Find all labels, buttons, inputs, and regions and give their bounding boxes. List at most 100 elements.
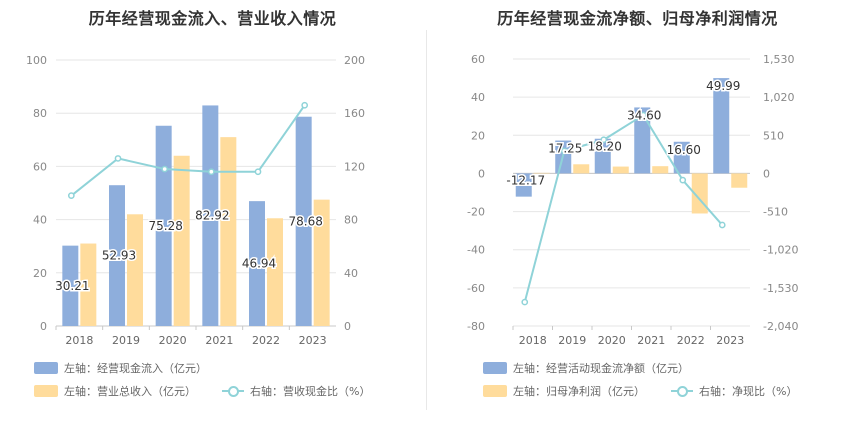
bar-primary xyxy=(202,105,219,326)
x-tick-label: 2019 xyxy=(558,334,586,347)
data-label: 16.60 xyxy=(667,143,701,157)
x-tick-label: 2021 xyxy=(205,334,233,347)
data-label: 30.21 xyxy=(55,279,89,293)
data-label: 17.25 xyxy=(548,142,582,156)
data-label: 34.60 xyxy=(627,108,661,122)
line-point xyxy=(718,221,726,229)
chart-right: 历年经营现金流净额、归母净利润情况 -80 -60 -40 -20 0 20 40 60 -2,… xyxy=(425,0,850,437)
y-left-tick-label: -40 xyxy=(467,244,485,257)
legend-item-net-cash-ratio[interactable]: 右轴：净现比（%） xyxy=(671,383,797,399)
y-left-tick-label: 0 xyxy=(478,167,485,180)
x-tick-label: 2018 xyxy=(519,334,547,347)
data-label: 75.28 xyxy=(148,219,182,233)
y-right-tick-label: 0 xyxy=(763,167,770,180)
legend-swatch xyxy=(483,385,507,397)
bar-secondary xyxy=(533,172,550,174)
chart-title: 历年经营现金流入、营业收入情况 xyxy=(88,9,337,28)
bar-primary xyxy=(515,173,532,197)
bar-secondary xyxy=(127,214,143,326)
x-tick-label: 2020 xyxy=(159,334,187,347)
y-right-tick-label: 200 xyxy=(344,54,365,67)
data-label: 18.20 xyxy=(588,140,622,154)
bar-primary xyxy=(713,78,730,174)
x-tick-label: 2018 xyxy=(65,334,93,347)
data-label: 49.99 xyxy=(706,79,740,93)
y-left-tick-label: 40 xyxy=(471,91,485,104)
line-point xyxy=(254,168,262,176)
y-right-tick-label: 510 xyxy=(763,129,784,142)
legend-item-cash-ratio[interactable]: 右轴：营收现金比（%） xyxy=(222,383,370,399)
line-point xyxy=(679,176,687,184)
data-label: -12.17 xyxy=(506,174,545,188)
y-left-tick-label: 20 xyxy=(471,129,485,142)
y-left-tick-label: 40 xyxy=(33,214,47,227)
bar-primary xyxy=(295,116,312,326)
line-point xyxy=(207,168,215,176)
chart-left-plot: 0 20 40 60 80 100 0 40 80 120 160 200 2018 2019 2020 20… xyxy=(26,54,365,347)
data-label: 46.94 xyxy=(242,257,276,271)
legend-swatch xyxy=(34,385,58,397)
line-point xyxy=(67,192,75,200)
legend-label: 左轴：经营活动现金流净额（亿元） xyxy=(513,362,689,375)
y-right-tick-label: 0 xyxy=(344,320,351,333)
x-tick-label: 2020 xyxy=(598,334,626,347)
line-point xyxy=(600,136,608,144)
legend-label: 右轴：净现比（%） xyxy=(699,385,798,398)
bar-primary xyxy=(594,138,611,174)
legend-item-revenue[interactable]: 左轴：营业总收入（亿元） xyxy=(34,383,196,399)
y-left-tick-label: -20 xyxy=(467,206,485,219)
bar-primary xyxy=(155,125,172,326)
panel-divider xyxy=(426,30,427,410)
bar-secondary xyxy=(573,164,590,174)
bar-secondary xyxy=(267,218,283,326)
line-series xyxy=(70,104,306,197)
legend-line-icon xyxy=(222,385,244,397)
line-point xyxy=(560,147,568,155)
line-point xyxy=(161,165,169,173)
chart-left: 历年经营现金流入、营业收入情况 0 20 40 60 80 100 0 40 80 120 160 2… xyxy=(26,9,370,399)
bar-secondary xyxy=(731,173,748,188)
x-tick-label: 2021 xyxy=(637,334,665,347)
legend-label: 左轴：经营现金流入（亿元） xyxy=(64,362,207,375)
y-left-tick-label: -80 xyxy=(467,320,485,333)
y-left-tick-label: 100 xyxy=(26,54,47,67)
bar-secondary xyxy=(652,166,669,174)
legend-item-net-profit[interactable]: 左轴：归母净利润（亿元） xyxy=(483,383,645,399)
bar-primary xyxy=(634,107,651,174)
y-right-tick-label: -510 xyxy=(763,206,788,219)
legend-item-net-cash-flow[interactable]: 左轴：经营活动现金流净额（亿元） xyxy=(483,360,689,376)
line-point xyxy=(114,155,122,162)
bar-secondary xyxy=(173,155,190,326)
line-point xyxy=(301,101,309,109)
bar-secondary xyxy=(220,137,237,326)
y-left-tick-label: 80 xyxy=(33,107,47,120)
legend-label: 左轴：营业总收入（亿元） xyxy=(64,385,196,398)
legend-swatch xyxy=(483,362,507,374)
bar-primary xyxy=(249,201,265,326)
y-right-tick-label: -1,530 xyxy=(763,282,798,295)
bar-secondary xyxy=(80,243,97,326)
line-point xyxy=(521,298,529,306)
bar-primary xyxy=(109,185,125,326)
y-right-tick-label: 40 xyxy=(344,267,358,280)
x-tick-label: 2022 xyxy=(252,334,280,347)
data-label: 52.93 xyxy=(102,249,136,263)
x-tick-label: 2023 xyxy=(716,334,744,347)
bar-primary xyxy=(673,141,690,174)
y-right-tick-label: 1,530 xyxy=(763,53,795,66)
bar-secondary xyxy=(313,199,330,326)
x-tick-label: 2023 xyxy=(299,334,327,347)
y-right-tick-label: -2,040 xyxy=(763,320,798,333)
legend-swatch xyxy=(34,362,58,374)
y-right-tick-label: 120 xyxy=(344,160,365,173)
line-point xyxy=(639,111,647,119)
chart-title: 历年经营现金流净额、归母净利润情况 xyxy=(497,9,778,28)
bar-primary xyxy=(62,245,79,326)
line-series xyxy=(523,113,724,303)
legend-item-cash-inflow[interactable]: 左轴：经营现金流入（亿元） xyxy=(34,360,207,376)
chart-right-plot: -80 -60 -40 -20 0 20 40 60 -2,040 -1,530 -1,020 -51… xyxy=(467,53,798,347)
y-left-tick-label: -60 xyxy=(467,282,485,295)
y-right-tick-label: 160 xyxy=(344,107,365,120)
y-left-tick-label: 20 xyxy=(33,267,47,280)
bar-secondary xyxy=(612,166,629,174)
